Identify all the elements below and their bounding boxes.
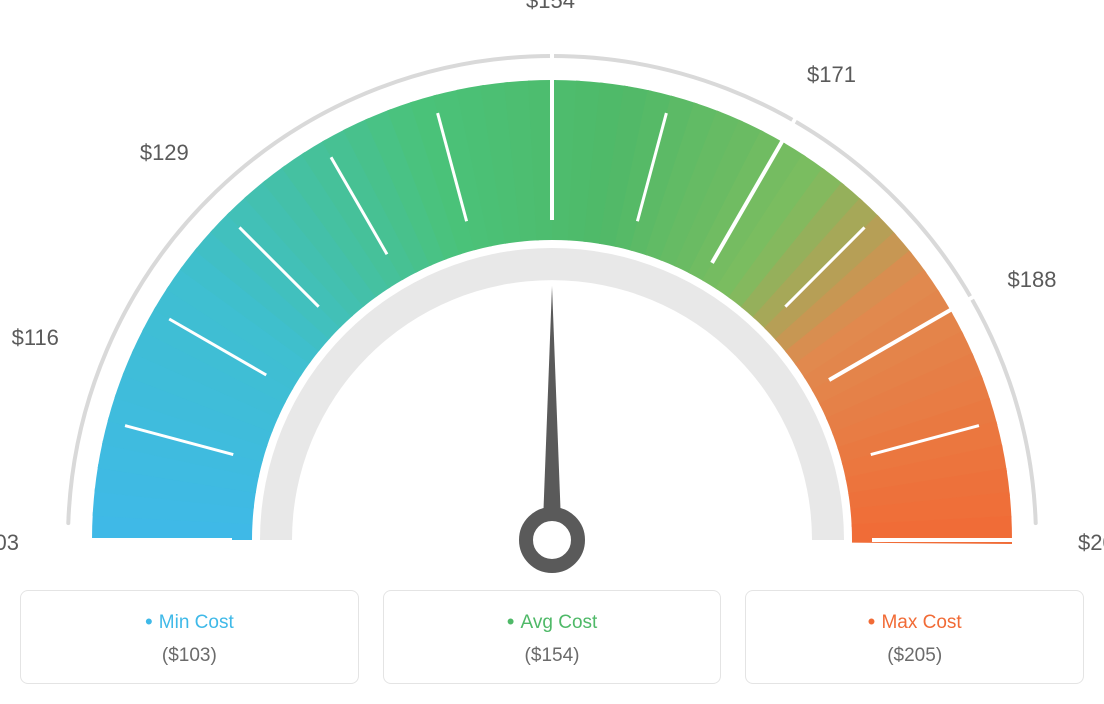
legend-title-max: Max Cost: [758, 609, 1071, 635]
gauge-tick-label: $154: [526, 0, 575, 14]
cost-gauge-container: $103$116$129$154$171$188$205 Min Cost($1…: [20, 20, 1084, 684]
legend-title-min: Min Cost: [33, 609, 346, 635]
legend-card-avg: Avg Cost ($154): [383, 590, 722, 684]
legend-value-avg: ($154): [396, 645, 709, 667]
gauge-tick-label: $188: [1008, 267, 1057, 293]
legend-card-min: Min Cost ($103): [20, 590, 359, 684]
legend-title-avg: Avg Cost: [396, 609, 709, 635]
gauge-tick-label: $205: [1078, 530, 1104, 556]
gauge-chart: $103$116$129$154$171$188$205: [20, 20, 1084, 580]
gauge-legend: Min Cost ($103) Avg Cost ($154) Max Cost ($20…: [20, 590, 1084, 684]
legend-value-max: ($205): [758, 645, 1071, 667]
gauge-tick-label: $129: [140, 140, 189, 166]
gauge-svg: [20, 20, 1084, 580]
legend-card-max: Max Cost ($205): [745, 590, 1084, 684]
gauge-tick-label: $171: [807, 62, 856, 88]
legend-value-min: ($103): [33, 645, 346, 667]
gauge-tick-label: $116: [12, 325, 59, 351]
gauge-tick-label: $103: [0, 530, 19, 556]
